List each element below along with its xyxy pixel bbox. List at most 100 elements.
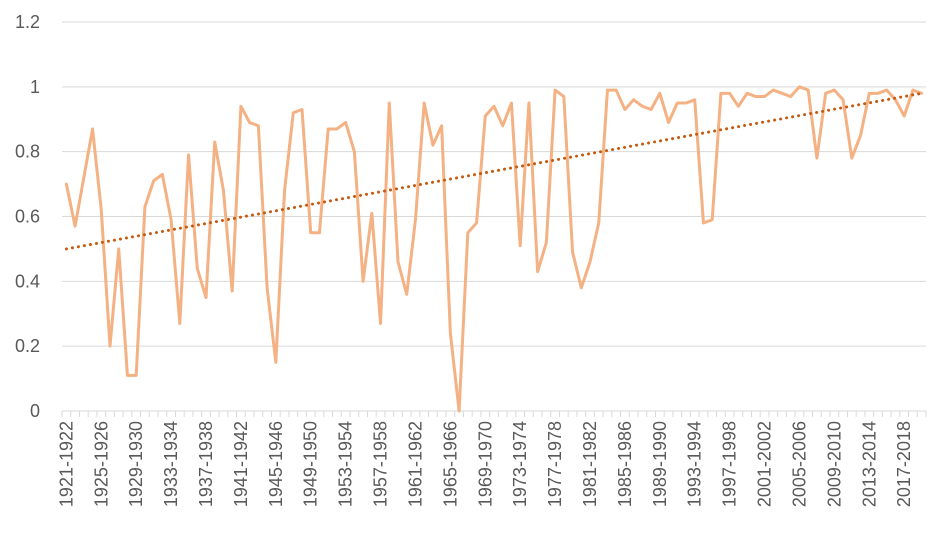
data-point — [676, 101, 679, 105]
data-point — [353, 150, 356, 153]
data-point — [414, 218, 417, 221]
data-point — [300, 108, 304, 111]
data-point — [405, 293, 408, 296]
x-tick-label: 1933-1934 — [161, 421, 181, 507]
y-axis-labels: 0 0.2 0.4 0.6 0.8 1 1.2 — [15, 12, 40, 421]
data-point — [344, 121, 347, 124]
data-point — [527, 101, 531, 105]
data-point — [361, 280, 365, 283]
data-point — [772, 88, 775, 92]
x-tick-label: 2017-2018 — [894, 421, 914, 507]
data-point — [562, 95, 566, 98]
data-point — [239, 105, 243, 108]
data-point — [449, 332, 452, 335]
data-point — [457, 409, 461, 413]
data-point — [484, 114, 487, 118]
data-point — [309, 231, 312, 234]
x-tick-label: 1969-1970 — [475, 421, 495, 507]
data-point — [580, 286, 583, 290]
x-tick-label: 2013-2014 — [859, 421, 879, 507]
data-point — [667, 121, 670, 124]
trendline-layer — [64, 91, 924, 251]
x-tick-label: 1973-1974 — [510, 421, 530, 507]
data-point — [379, 322, 382, 325]
data-point — [265, 286, 269, 290]
data-point — [745, 92, 749, 95]
data-point — [693, 98, 696, 102]
data-point — [91, 127, 94, 131]
data-point — [911, 88, 915, 92]
data-point — [737, 105, 740, 108]
data-point — [859, 134, 862, 137]
data-point — [702, 221, 705, 225]
data-point — [213, 140, 216, 144]
data-point — [649, 108, 653, 111]
x-tick-label: 1937-1938 — [196, 421, 216, 507]
data-point — [518, 244, 522, 247]
y-tick-label: 0.8 — [15, 142, 40, 162]
x-tick-label: 1985-1986 — [615, 421, 635, 507]
x-tick-label: 1953-1954 — [336, 421, 356, 507]
data-point — [763, 95, 766, 98]
trendline — [64, 91, 924, 251]
data-point — [178, 322, 182, 325]
data-point — [152, 179, 155, 183]
x-tick-label: 1949-1950 — [301, 421, 321, 507]
data-point — [326, 127, 330, 131]
x-tick-label: 1929-1930 — [126, 421, 146, 507]
data-point — [553, 88, 557, 92]
x-tick-label: 1997-1998 — [720, 421, 740, 507]
data-point — [920, 92, 923, 95]
data-point — [632, 98, 635, 102]
x-tick-label: 1941-1942 — [231, 421, 251, 507]
data-point — [571, 250, 574, 254]
data-point — [422, 101, 426, 105]
data-point — [641, 105, 644, 108]
data-point — [335, 127, 339, 131]
data-point — [222, 189, 225, 192]
data-point — [876, 92, 880, 95]
data-point — [536, 270, 539, 273]
x-tick-label: 1981-1982 — [580, 421, 600, 507]
data-point — [684, 101, 688, 105]
data-point — [754, 95, 758, 98]
data-point — [902, 114, 906, 118]
data-point — [492, 105, 496, 108]
data-point — [824, 92, 827, 95]
data-point — [318, 231, 321, 234]
data-point — [815, 156, 819, 160]
data-point — [719, 92, 723, 95]
data-point — [388, 101, 391, 105]
data-point — [614, 88, 618, 92]
x-tick-label: 2001-2002 — [755, 421, 775, 507]
series-layer — [64, 85, 924, 413]
x-tick-label: 2009-2010 — [824, 421, 844, 507]
x-axis: 1921-1922 1925-1926 1929-1930 1933-1934 1937… — [56, 411, 927, 507]
data-point — [885, 88, 888, 92]
data-point — [466, 231, 470, 234]
data-point — [833, 88, 836, 92]
x-tick-label: 1977-1978 — [545, 421, 565, 507]
y-tick-label: 0.4 — [15, 271, 40, 291]
data-point — [597, 221, 600, 225]
data-point — [248, 121, 251, 124]
x-tick-label: 1957-1958 — [371, 421, 391, 507]
data-point — [230, 289, 234, 293]
data-point — [501, 124, 504, 127]
data-point — [108, 344, 112, 348]
data-point — [73, 225, 77, 228]
data-point — [143, 205, 147, 208]
data-point — [292, 111, 295, 114]
data-point — [65, 182, 68, 186]
data-point — [117, 247, 120, 251]
data-point — [196, 267, 199, 270]
data-point — [850, 156, 854, 160]
data-point — [134, 374, 138, 377]
data-point — [658, 92, 662, 95]
x-tick-label: 2005-2006 — [789, 421, 809, 507]
data-point — [798, 85, 801, 89]
data-point — [126, 374, 129, 377]
data-point — [475, 221, 478, 225]
